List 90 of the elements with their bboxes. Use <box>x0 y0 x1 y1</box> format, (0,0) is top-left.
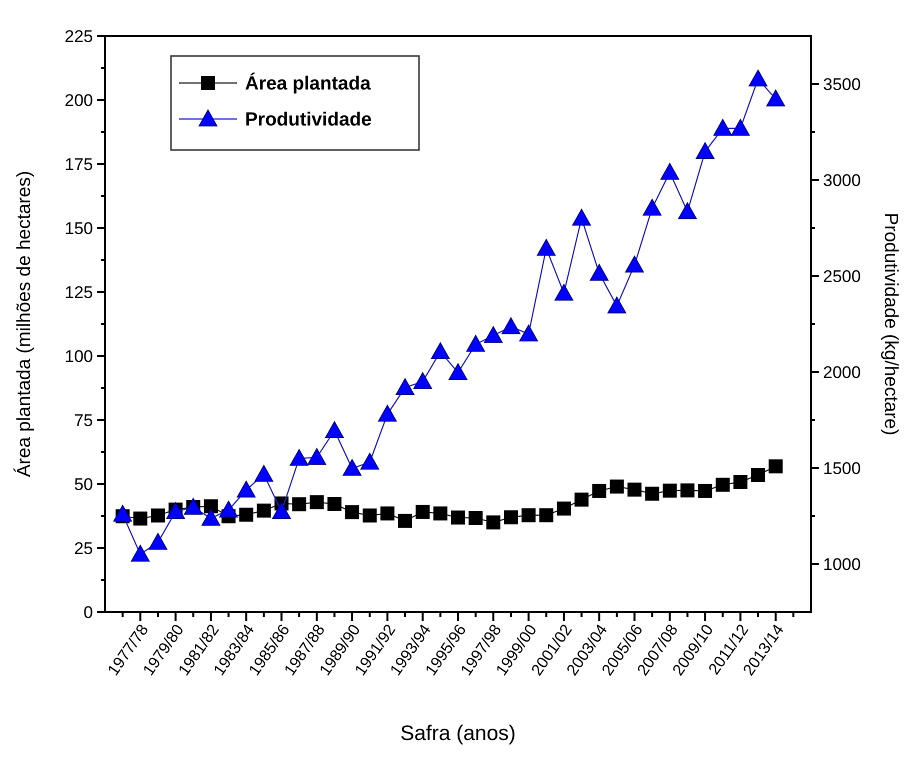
point <box>202 508 220 526</box>
point <box>731 118 750 136</box>
point <box>625 256 644 272</box>
point <box>416 504 430 519</box>
point <box>716 478 730 492</box>
point <box>398 514 412 528</box>
point <box>468 511 483 526</box>
y-tick-label: 50 <box>74 474 93 494</box>
point <box>272 502 291 519</box>
point <box>556 502 571 516</box>
point <box>256 504 271 518</box>
point <box>502 317 520 334</box>
y2-tick-label: 3500 <box>823 74 861 94</box>
point <box>590 264 609 281</box>
point <box>310 495 324 510</box>
point <box>433 506 448 520</box>
point <box>680 483 694 498</box>
point <box>522 508 536 522</box>
y-tick-label: 0 <box>84 602 93 622</box>
point <box>380 506 394 520</box>
point <box>133 512 148 526</box>
point <box>696 142 714 159</box>
y-tick-label: 225 <box>64 26 93 46</box>
point <box>768 459 783 474</box>
point <box>713 118 732 136</box>
point <box>645 486 660 501</box>
point <box>607 296 626 314</box>
point <box>448 363 468 380</box>
y2-tick-label: 1500 <box>823 458 861 478</box>
point <box>504 510 518 524</box>
legend-label: Área plantada <box>245 72 372 95</box>
point <box>204 499 218 514</box>
point <box>592 484 606 498</box>
y2-tick-label: 1000 <box>823 554 861 574</box>
y-tick-label: 175 <box>64 154 93 174</box>
point <box>360 452 380 470</box>
legend-label: Produtividade <box>245 110 372 131</box>
point <box>554 284 574 301</box>
point <box>325 421 344 438</box>
point <box>413 372 432 389</box>
point <box>539 508 554 522</box>
point <box>748 70 768 86</box>
x-axis-title: Safra (anos) <box>400 722 516 745</box>
point <box>342 458 362 476</box>
point <box>254 464 274 482</box>
point <box>486 515 500 530</box>
point <box>610 480 624 494</box>
point <box>766 90 786 106</box>
point <box>451 510 465 525</box>
y-tick-label: 200 <box>64 90 93 110</box>
point <box>327 496 342 511</box>
point <box>484 326 503 343</box>
y-axis-title: Área plantada (milhões de hectares) <box>13 170 35 478</box>
point <box>307 448 326 465</box>
y-tick-label: 75 <box>74 410 93 430</box>
point <box>430 342 450 360</box>
point <box>698 484 712 498</box>
point <box>148 532 168 550</box>
point <box>362 508 377 522</box>
point <box>290 449 309 466</box>
y2-tick-label: 2500 <box>823 266 861 286</box>
point <box>150 508 165 522</box>
point <box>378 404 397 422</box>
point <box>466 334 486 352</box>
point <box>536 238 556 256</box>
y-tick-label: 25 <box>74 538 93 558</box>
y2-tick-label: 3000 <box>823 170 861 190</box>
y-tick-label: 100 <box>64 346 93 366</box>
point <box>519 324 538 342</box>
point <box>678 202 697 220</box>
y-tick-label: 150 <box>64 218 93 238</box>
point <box>219 500 238 518</box>
y-tick-label: 125 <box>64 282 93 302</box>
y2-axis-title: Produtividade (kg/hectare) <box>880 212 901 436</box>
point <box>292 497 306 512</box>
point <box>130 544 150 562</box>
point <box>572 208 591 226</box>
point <box>751 468 766 482</box>
point <box>236 480 256 498</box>
point <box>574 492 589 507</box>
point <box>239 508 254 522</box>
y2-tick-label: 2000 <box>823 362 861 382</box>
point <box>396 378 414 395</box>
point <box>113 504 132 522</box>
point <box>733 474 748 489</box>
point <box>662 484 677 498</box>
point <box>628 482 642 497</box>
point <box>660 162 680 180</box>
point <box>345 505 360 520</box>
point <box>642 198 662 216</box>
